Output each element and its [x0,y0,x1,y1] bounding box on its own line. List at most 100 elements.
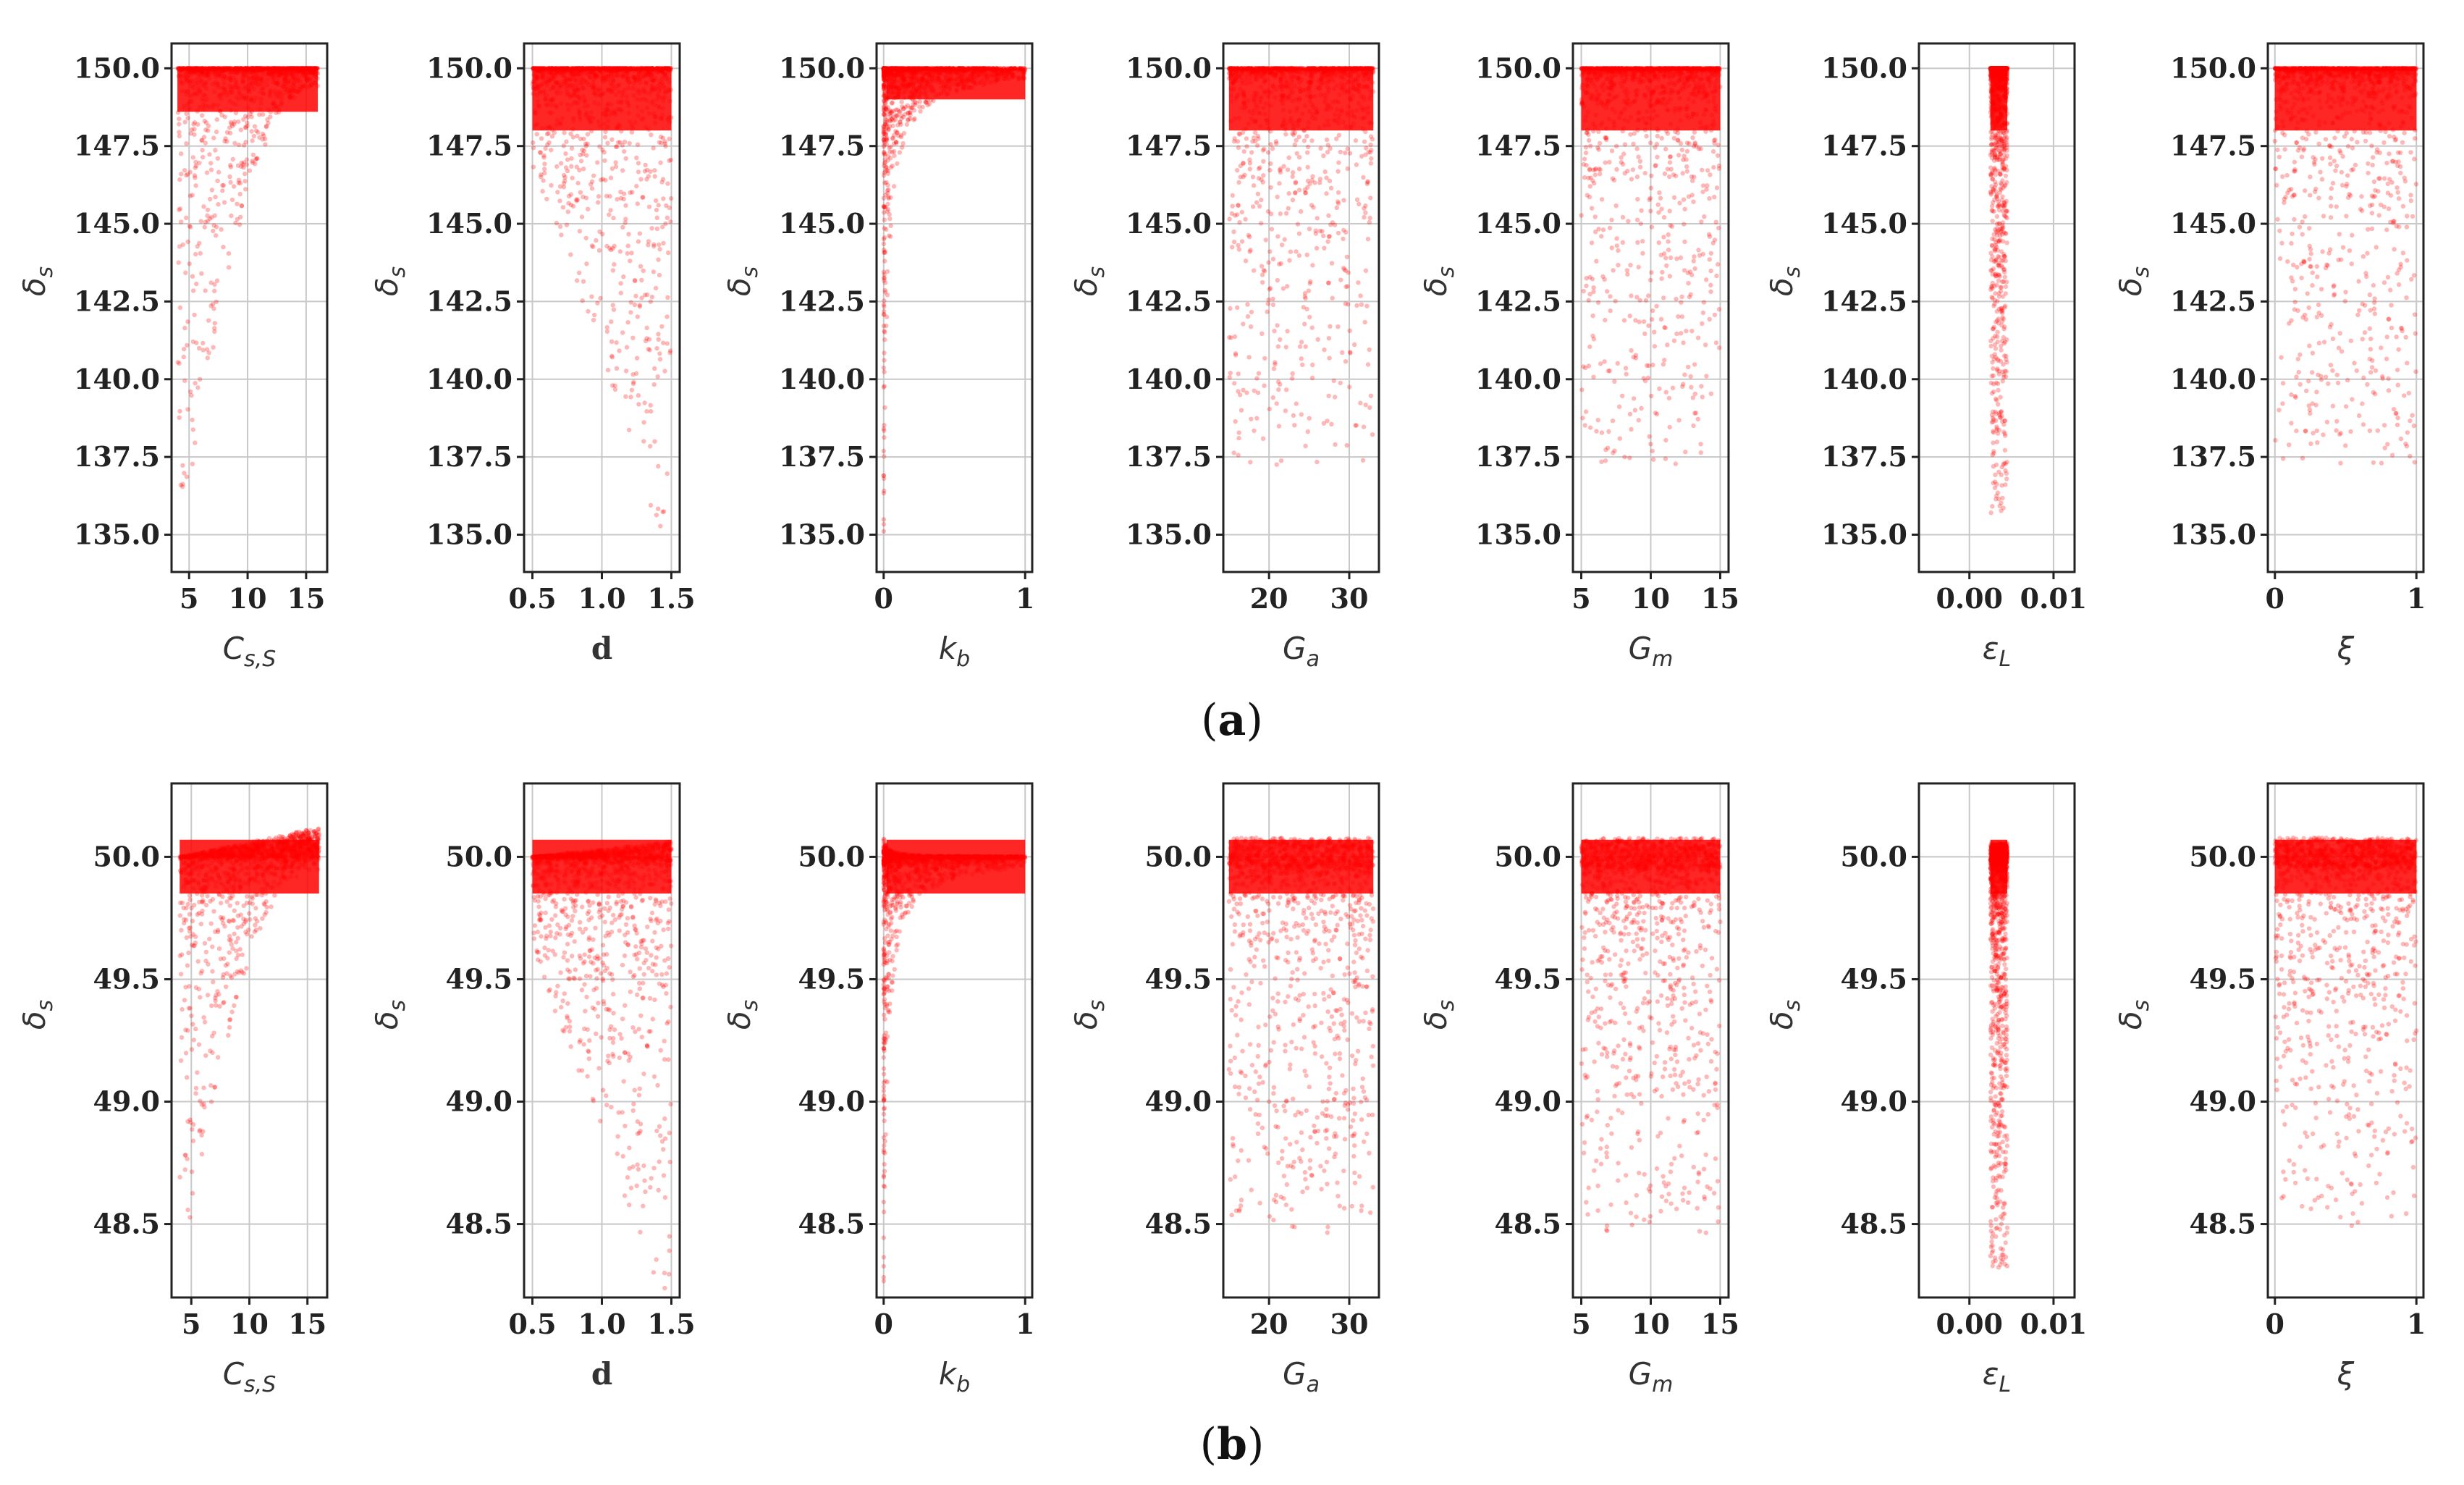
scatter-point [605,140,610,146]
scatter-point [664,314,670,319]
scatter-point [612,262,617,267]
scatter-point [624,345,630,350]
scatter-point [1283,345,1288,350]
scatter-point [648,444,653,449]
scatter-point [591,173,596,178]
scatter-point [882,384,887,389]
scatter-point [1233,351,1239,356]
scatter-point [1368,393,1374,398]
scatter-point [622,139,628,145]
scatter-point [214,299,219,305]
scatter-point [263,142,268,147]
scatter-point [549,182,554,188]
scatter-point [599,177,604,182]
scatter-point [583,235,588,241]
scatter-point [649,132,654,138]
scatter-point [614,366,620,371]
scatter-point [617,249,623,254]
scatter-point [214,224,219,230]
scatter-point [652,174,657,179]
scatter-point [1275,194,1280,200]
scatter-point [596,248,602,253]
scatter-point [212,321,217,326]
scatter-point [882,308,887,314]
scatter-point [1314,245,1320,251]
scatter-point [882,287,887,293]
y-tick-label: 147.5 [74,130,160,162]
scatter-point [1330,295,1335,300]
scatter-point [654,198,659,203]
scatter-point [626,232,631,237]
scatter-point [635,201,640,206]
scatter-point [203,127,208,132]
scatter-point [881,195,887,201]
scatter-point [658,523,663,529]
scatter-point [888,156,893,161]
scatter-point [215,178,220,183]
scatter-point [625,243,630,248]
scatter-point [212,329,217,335]
scatter-point [229,122,235,127]
scatter-point [882,210,887,215]
scatter-point [667,136,672,142]
scatter-point [253,156,258,161]
scatter-point [656,203,661,208]
scatter-point [1307,416,1312,421]
scatter-point [195,244,200,249]
scatter-point [209,188,215,193]
x-tick-label: 1.5 [647,582,695,615]
scatter-point [638,264,644,269]
scatter-point [566,193,572,199]
scatter-point [201,135,207,140]
scatter-point [1310,174,1315,179]
scatter-point [1346,270,1351,275]
scatter-point [201,204,206,209]
scatter-point [882,304,887,309]
scatter-point [1292,423,1297,428]
scatter-point [1345,284,1350,289]
scatter-point [881,203,887,209]
scatter-point [881,72,887,77]
scatter-point [646,204,652,209]
scatter-point [243,140,248,145]
scatter-point [1365,362,1371,367]
scatter-point [250,138,255,143]
scatter-point [1227,216,1232,222]
scatter-point [190,155,195,160]
scatter-point [627,140,632,146]
scatter-point [1327,234,1332,239]
scatter-point [637,303,642,308]
scatter-point [578,152,583,158]
scatter-point [250,160,256,165]
scatter-point [191,122,196,127]
scatter-point [178,482,183,488]
scatter-point [604,329,610,335]
scatter-points [881,66,1028,534]
scatter-point [177,305,183,311]
scatter-point [179,219,184,224]
scatter-point [177,117,182,122]
scatter-point [569,146,575,151]
scatter-point [180,481,185,487]
scatter-point [881,108,887,113]
scatter-point [1321,153,1326,159]
scatter-point [641,439,646,444]
scatter-point [226,265,232,270]
scatter-point [220,188,225,193]
scatter-point [574,197,579,202]
scatter-point [664,341,670,346]
scatter-point [237,222,242,227]
scatter-point [241,165,246,170]
scatter-point [266,120,271,126]
scatter-point [654,345,659,351]
scatter-point [554,220,560,226]
scatter-point [598,295,603,301]
scatter-point [221,200,227,205]
scatter-point [657,351,662,356]
scatter-point [586,206,591,211]
y-axis-label: δs [722,266,763,296]
scatter-point [180,463,185,468]
scatter-point [605,367,611,373]
